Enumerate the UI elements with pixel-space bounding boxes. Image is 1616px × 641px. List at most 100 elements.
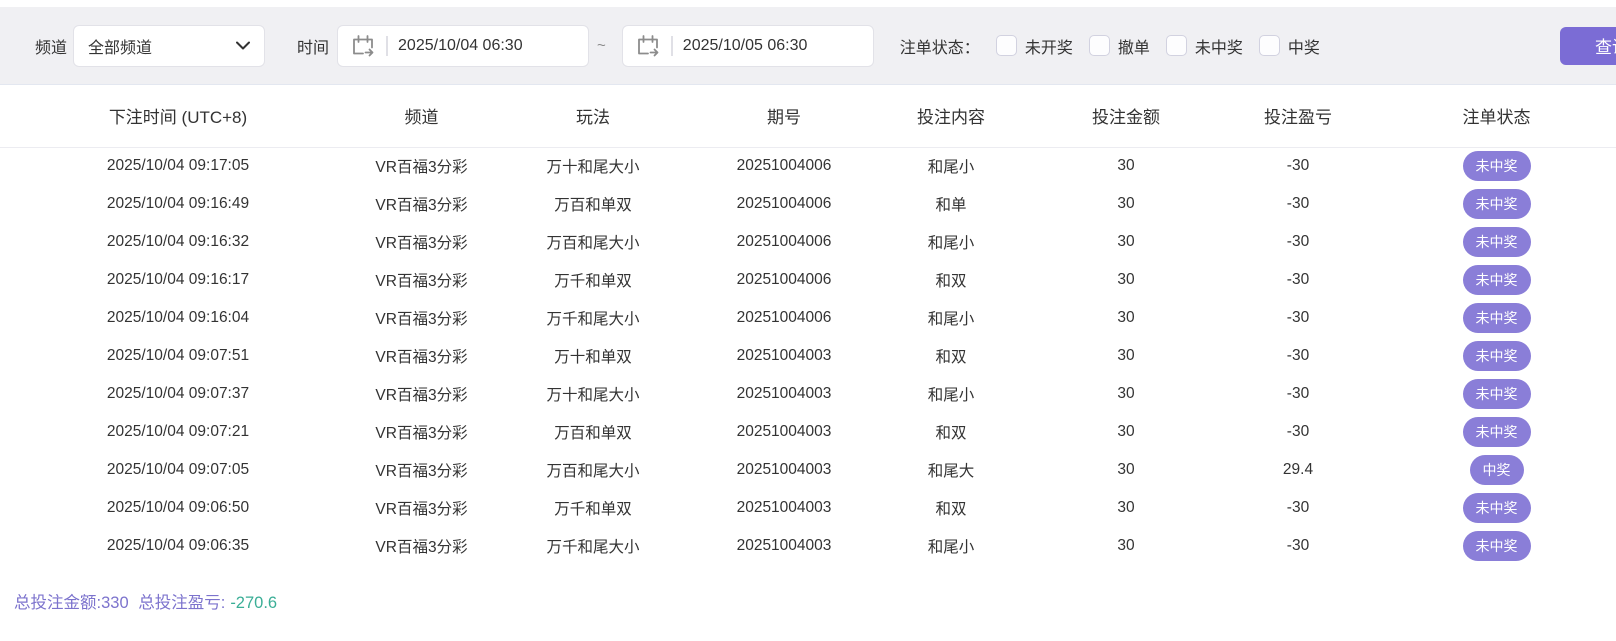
cell-issue: 20251004006 (736, 309, 832, 326)
cell-channel: VR百福3分彩 (375, 273, 468, 290)
table-row: 2025/10/04 09:16:49 VR百福3分彩 万百和单双 202510… (0, 185, 1616, 223)
status-badge: 未中奖 (1462, 341, 1531, 371)
cell-play: 万千和尾大小 (546, 311, 640, 328)
col-header-content: 投注内容 (869, 85, 1033, 148)
status-badge: 未中奖 (1462, 151, 1531, 182)
cell-profit: -30 (1286, 271, 1310, 288)
cell-play: 万千和单双 (554, 273, 632, 290)
cell-status: 未中奖 (1377, 413, 1616, 451)
cell-content: 和尾小 (927, 387, 975, 404)
search-button[interactable]: 查询 (1560, 26, 1616, 65)
cell-content: 和双 (935, 349, 967, 366)
cell-content: 和尾小 (927, 311, 975, 328)
cell-status: 未中奖 (1377, 375, 1616, 413)
input-divider (670, 35, 673, 56)
cell-amount: 30 (1117, 385, 1135, 402)
date-to-value: 2025/10/05 06:30 (682, 36, 808, 54)
date-from-value: 2025/10/04 06:30 (398, 36, 523, 54)
col-header-bet-time: 下注时间 (UTC+8) (0, 85, 356, 148)
cell-profit: -30 (1286, 309, 1310, 326)
total-profit-value: -270.6 (230, 594, 278, 612)
cell-bet-time: 2025/10/04 09:17:05 (106, 157, 250, 175)
status-badge: 中奖 (1469, 455, 1524, 485)
checkbox-icon[interactable] (1165, 35, 1187, 56)
cell-profit: -30 (1286, 347, 1310, 364)
filter-bar: 频道 全部频道 时间 2025/10/04 06:30 ~ (0, 7, 1616, 85)
status-badge: 未中奖 (1462, 265, 1531, 295)
checkbox-icon[interactable] (1088, 35, 1110, 56)
cell-play: 万百和单双 (554, 197, 632, 214)
cell-issue: 20251004006 (736, 195, 832, 212)
cell-profit: -30 (1286, 233, 1310, 250)
total-amount-label: 总投注金额: (14, 594, 102, 612)
cell-issue: 20251004003 (736, 423, 832, 440)
table-row: 2025/10/04 09:06:35 VR百福3分彩 万千和尾大小 20251… (0, 527, 1616, 565)
cell-bet-time: 2025/10/04 09:16:17 (106, 271, 250, 288)
cell-play: 万千和单双 (554, 501, 632, 518)
date-from-input[interactable]: 2025/10/04 06:30 (337, 24, 590, 67)
channel-select[interactable]: 全部频道 (73, 24, 266, 67)
status-option-not-won[interactable]: 未中奖 (1165, 34, 1243, 58)
cell-profit: -30 (1286, 195, 1310, 212)
calendar-icon (637, 34, 659, 56)
status-badge: 未中奖 (1462, 303, 1531, 333)
cell-content: 和双 (935, 273, 967, 290)
cell-issue: 20251004006 (736, 271, 832, 288)
col-header-status: 注单状态 (1377, 85, 1616, 148)
cell-issue: 20251004003 (736, 347, 832, 364)
cell-amount: 30 (1117, 499, 1135, 516)
input-divider (386, 35, 389, 56)
checkbox-icon[interactable] (995, 35, 1017, 56)
cell-content: 和尾小 (927, 235, 975, 252)
status-badge: 未中奖 (1462, 531, 1531, 561)
cell-amount: 30 (1117, 537, 1135, 554)
cell-profit: -30 (1286, 157, 1310, 175)
checkbox-label: 未开奖 (1024, 39, 1073, 57)
date-to-input[interactable]: 2025/10/05 06:30 (621, 24, 874, 67)
table-row: 2025/10/04 09:06:50 VR百福3分彩 万千和单双 202510… (0, 489, 1616, 527)
cell-status: 中奖 (1377, 451, 1616, 489)
cell-channel: VR百福3分彩 (375, 311, 468, 328)
checkbox-icon[interactable] (1258, 35, 1280, 56)
cell-play: 万千和尾大小 (546, 539, 640, 556)
cell-status: 未中奖 (1377, 147, 1616, 185)
table-row: 2025/10/04 09:16:17 VR百福3分彩 万千和单双 202510… (0, 261, 1616, 299)
cell-bet-time: 2025/10/04 09:07:51 (106, 347, 250, 364)
status-badge: 未中奖 (1462, 227, 1531, 257)
table-row: 2025/10/04 09:16:32 VR百福3分彩 万百和尾大小 20251… (0, 223, 1616, 261)
cell-content: 和双 (935, 501, 967, 518)
status-badge: 未中奖 (1462, 189, 1531, 219)
cell-play: 万十和单双 (554, 349, 632, 366)
cell-status: 未中奖 (1377, 337, 1616, 375)
cell-issue: 20251004003 (736, 537, 832, 554)
cell-issue: 20251004003 (736, 461, 832, 478)
cell-status: 未中奖 (1377, 185, 1616, 223)
cell-channel: VR百福3分彩 (375, 501, 468, 518)
status-option-won[interactable]: 中奖 (1258, 34, 1320, 58)
cell-content: 和单 (935, 197, 967, 214)
col-header-play: 玩法 (487, 85, 699, 148)
channel-label: 频道 (35, 39, 68, 57)
chevron-down-icon (236, 41, 251, 50)
cell-amount: 30 (1117, 195, 1135, 212)
cell-amount: 30 (1117, 271, 1135, 288)
cell-content: 和尾小 (927, 159, 975, 177)
cell-bet-time: 2025/10/04 09:16:04 (106, 309, 250, 326)
table-header-row: 下注时间 (UTC+8) 频道 玩法 期号 投注内容 投注金额 投注盈亏 注单状… (0, 85, 1616, 148)
cell-profit: -30 (1286, 499, 1310, 516)
cell-amount: 30 (1117, 423, 1135, 440)
status-badge: 未中奖 (1462, 493, 1531, 523)
status-option-not-drawn[interactable]: 未开奖 (995, 34, 1073, 58)
table-row: 2025/10/04 09:07:05 VR百福3分彩 万百和尾大小 20251… (0, 451, 1616, 489)
cell-play: 万十和尾大小 (546, 159, 640, 177)
cell-status: 未中奖 (1377, 527, 1616, 565)
summary-bar: 总投注金额:330 总投注盈亏: -270.6 (0, 589, 1616, 613)
range-separator: ~ (597, 37, 606, 54)
cell-play: 万百和尾大小 (546, 235, 640, 252)
table-row: 2025/10/04 09:17:05 VR百福3分彩 万十和尾大小 20251… (0, 147, 1616, 185)
checkbox-label: 撤单 (1117, 39, 1150, 57)
col-header-channel: 频道 (356, 85, 487, 148)
cell-channel: VR百福3分彩 (375, 235, 468, 252)
status-option-cancelled[interactable]: 撤单 (1088, 34, 1150, 58)
cell-issue: 20251004006 (736, 233, 832, 250)
